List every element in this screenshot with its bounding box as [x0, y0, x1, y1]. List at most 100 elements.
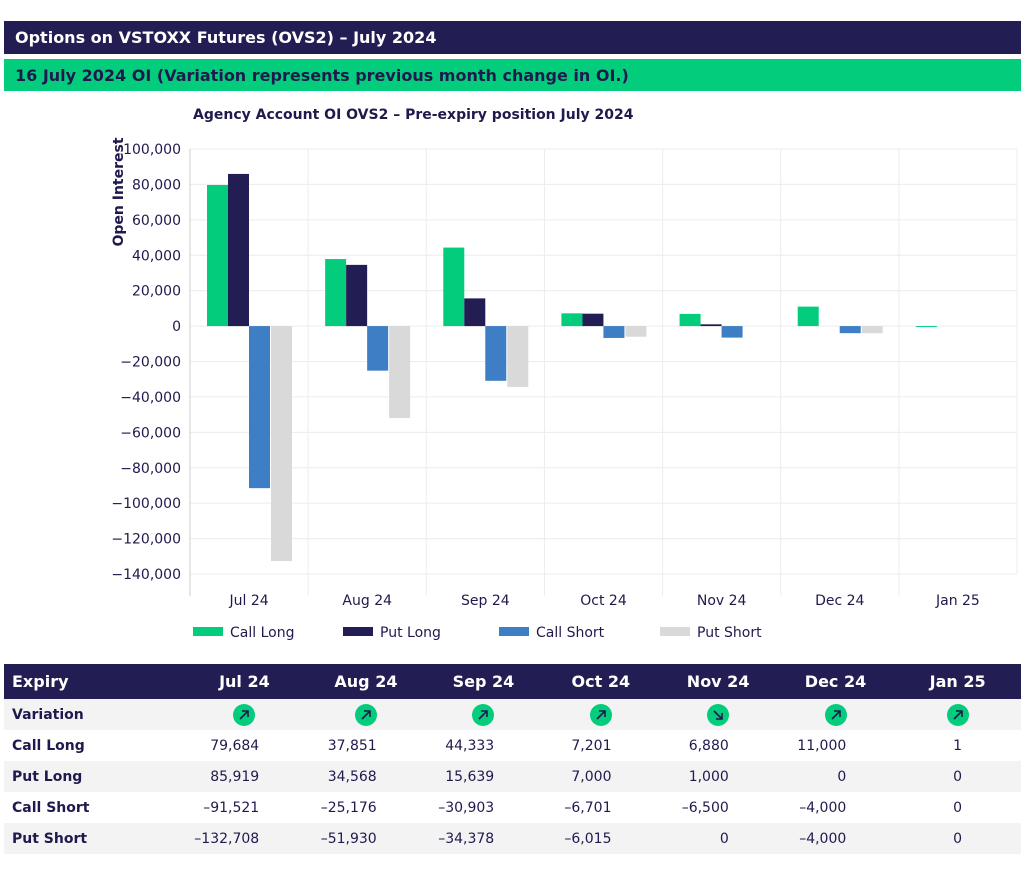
page-subtitle: 16 July 2024 OI (Variation represents pr…	[4, 59, 1021, 91]
bar-put-short-jul-24	[271, 326, 292, 562]
variation-cell	[424, 699, 543, 730]
chart-title: Agency Account OI OVS2 – Pre-expiry posi…	[193, 107, 634, 123]
bar-put-short-dec-24	[861, 326, 883, 334]
variation-cell	[659, 699, 777, 730]
table-cell: 0	[894, 823, 1021, 854]
arrow-down-right-icon	[707, 703, 730, 726]
y-tick-label: −120,000	[111, 532, 181, 548]
variation-cell	[776, 699, 895, 730]
bar-call-long-jan-25	[915, 326, 937, 328]
table-header-cell: Sep 24	[424, 664, 543, 699]
arrow-up-right-icon	[824, 703, 847, 726]
bar-put-long-nov-24	[700, 324, 722, 327]
legend-label: Call Long	[230, 625, 294, 641]
table-cell: 0	[776, 761, 895, 792]
bar-call-short-nov-24	[721, 326, 743, 338]
table-cell: –132,708	[181, 823, 308, 854]
variation-cell	[181, 699, 308, 730]
table-cell: 15,639	[424, 761, 543, 792]
bar-call-long-aug-24	[325, 259, 347, 327]
legend-label: Put Long	[380, 625, 441, 641]
table-cell: –91,521	[203, 799, 260, 816]
table-cell: –34,378	[424, 823, 543, 854]
table-cell: 0	[894, 761, 1021, 792]
table-row: Variation	[4, 699, 1021, 730]
y-axis-label: Open Interest	[111, 137, 127, 246]
x-tick-label: Dec 24	[815, 593, 864, 609]
legend-label: Call Short	[536, 625, 605, 641]
bar-call-short-aug-24	[367, 326, 389, 371]
table-cell: 1	[953, 737, 963, 754]
y-tick-label: 20,000	[132, 284, 181, 300]
table-row: Put Long 85,919 34,568 15,639 7,000 1,000 0 0	[4, 761, 1021, 792]
arrow-up-right-icon	[233, 703, 256, 726]
bar-call-long-dec-24	[797, 306, 819, 327]
table-cell: 11,000	[797, 737, 847, 754]
y-tick-label: 40,000	[132, 248, 181, 264]
table-cell: 0	[953, 799, 963, 816]
y-tick-label: 100,000	[123, 142, 181, 158]
arrow-up-right-icon	[354, 703, 377, 726]
row-label: Call Short	[12, 799, 90, 816]
bar-put-short-aug-24	[389, 326, 411, 419]
table-cell: –6,701	[564, 799, 612, 816]
table-header-cell: Jan 25	[894, 664, 1021, 699]
y-tick-label: −80,000	[120, 461, 181, 477]
page-title: Options on VSTOXX Futures (OVS2) – July …	[4, 21, 1021, 54]
table-cell: 37,851	[327, 737, 377, 754]
bar-put-long-oct-24	[582, 313, 604, 327]
y-tick-label: −100,000	[111, 496, 181, 512]
legend-swatch	[499, 627, 529, 636]
table-cell: 34,568	[307, 761, 425, 792]
table-cell: –4,000	[776, 823, 895, 854]
x-tick-label: Oct 24	[580, 593, 627, 609]
x-tick-label: Jan 25	[935, 593, 980, 609]
table-cell: –6,015	[542, 823, 660, 854]
table-cell: –6,500	[681, 799, 729, 816]
x-tick-label: Sep 24	[461, 593, 510, 609]
table-header-cell: Nov 24	[659, 664, 777, 699]
table-cell: 79,684	[210, 737, 260, 754]
table-row: Put Short –132,708 –51,930 –34,378 –6,015 0 –4…	[4, 823, 1021, 854]
data-table: Expiry Jul 24 Aug 24 Sep 24 Oct 24 Nov 24 Dec …	[4, 664, 1021, 854]
bar-call-long-oct-24	[561, 313, 583, 327]
row-label: Put Long	[4, 761, 182, 792]
bar-call-long-jul-24	[207, 184, 228, 327]
table-cell: 44,333	[445, 737, 495, 754]
bar-put-long-aug-24	[346, 264, 368, 327]
legend-swatch	[343, 627, 373, 636]
x-tick-label: Nov 24	[697, 593, 747, 609]
x-tick-label: Aug 24	[342, 593, 392, 609]
bar-call-long-nov-24	[679, 313, 701, 327]
y-tick-label: −40,000	[120, 390, 181, 406]
table-header-cell: Oct 24	[542, 664, 660, 699]
bar-call-long-sep-24	[443, 247, 465, 327]
table-header-expiry: Expiry	[4, 664, 182, 699]
table-cell: –25,176	[320, 799, 377, 816]
table-cell: 85,919	[181, 761, 308, 792]
bar-put-long-sep-24	[464, 298, 486, 327]
variation-cell	[894, 699, 1021, 730]
legend-swatch	[660, 627, 690, 636]
y-tick-label: −140,000	[111, 567, 181, 583]
y-tick-label: 60,000	[132, 213, 181, 229]
table-header-cell: Dec 24	[776, 664, 895, 699]
arrow-up-right-icon	[589, 703, 612, 726]
y-tick-label: −60,000	[120, 425, 181, 441]
row-label: Call Long	[12, 737, 85, 754]
page-title-text: Options on VSTOXX Futures (OVS2) – July …	[15, 28, 437, 47]
variation-cell	[307, 699, 425, 730]
table-cell: 6,880	[688, 737, 729, 754]
arrow-up-right-icon	[472, 703, 495, 726]
y-tick-label: 0	[172, 319, 181, 335]
row-label: Put Short	[4, 823, 182, 854]
table-cell: –51,930	[307, 823, 425, 854]
y-tick-label: 80,000	[132, 177, 181, 193]
table-header-row: Expiry Jul 24 Aug 24 Sep 24 Oct 24 Nov 24 Dec …	[4, 664, 1021, 699]
bar-put-short-sep-24	[507, 326, 529, 387]
table-header-cell: Jul 24	[181, 664, 308, 699]
bar-call-short-dec-24	[839, 326, 861, 334]
bar-call-short-sep-24	[485, 326, 507, 381]
table-cell: 7,201	[571, 737, 612, 754]
bar-call-short-oct-24	[603, 326, 625, 338]
